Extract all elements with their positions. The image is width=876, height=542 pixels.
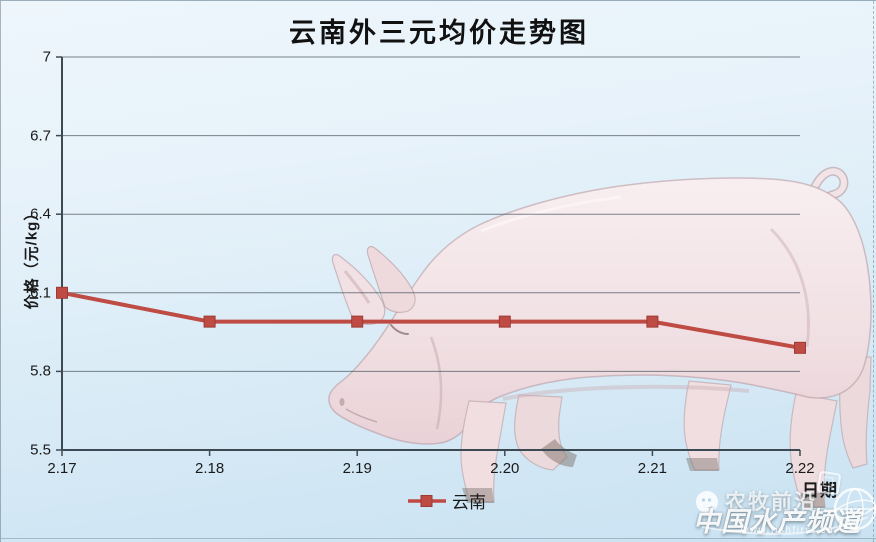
y-axis-title: 价格（元/kg）: [23, 204, 41, 310]
data-point-marker: [351, 315, 364, 328]
data-point-marker: [498, 315, 511, 328]
legend: 云南: [407, 488, 486, 513]
image-bottom-edge: [1, 538, 876, 539]
globe-icon: [701, 487, 876, 535]
y-axis-tick-label: 5.8: [30, 362, 51, 380]
data-point-marker: [56, 286, 68, 299]
y-axis-tick-label: 6.1: [30, 284, 51, 302]
x-axis-tick-label: 2.19: [342, 460, 372, 477]
legend-marker-icon: [408, 494, 446, 507]
image-right-edge: [873, 1, 874, 542]
y-axis-tick-label: 7: [42, 48, 51, 66]
data-point-marker: [646, 315, 659, 328]
watermark-brand: 中国水产频道: [693, 507, 861, 537]
watermark-channel-name: 农牧前沿: [725, 491, 817, 514]
x-axis-tick-label: 2.17: [47, 460, 77, 477]
y-axis-tick-label: 6.7: [30, 127, 51, 145]
pig-shape: [328, 166, 872, 508]
x-axis-tick-label: 2.20: [490, 460, 520, 477]
x-axis-tick-label: 2.21: [637, 460, 667, 477]
x-axis-tick-label: 2.18: [194, 460, 225, 477]
x-axis-tick-label: 2.22: [785, 460, 815, 477]
chart-title: 云南外三元均价走势图: [289, 18, 589, 48]
pig-eye: [390, 324, 409, 335]
wechat-icon: [696, 491, 718, 513]
data-point-marker: [203, 315, 216, 328]
data-point-marker: [794, 341, 806, 354]
y-axis-tick-label: 6.4: [30, 205, 51, 223]
legend-label: 云南: [452, 493, 486, 512]
y-axis-tick-label: 5.5: [30, 441, 51, 459]
pig-nostril: [339, 398, 345, 406]
watermark-url: www.fishfirst.cn: [741, 525, 834, 536]
